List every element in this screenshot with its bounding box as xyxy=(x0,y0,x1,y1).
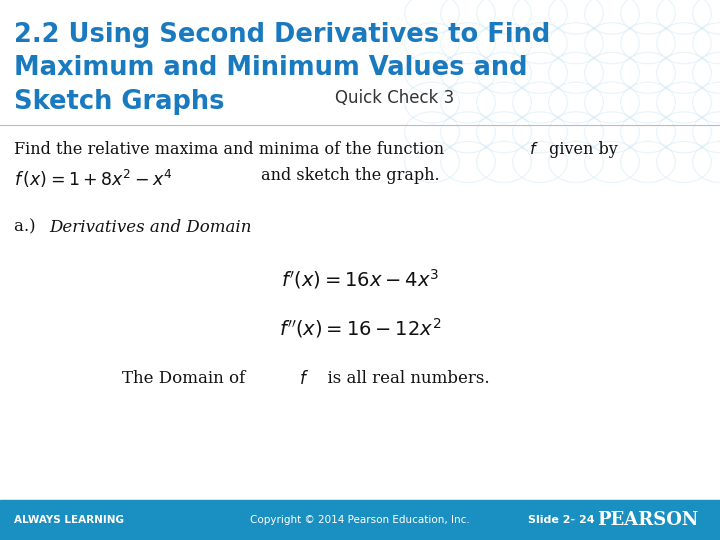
Text: a.): a.) xyxy=(14,219,41,235)
Text: is all real numbers.: is all real numbers. xyxy=(317,370,490,387)
Text: and sketch the graph.: and sketch the graph. xyxy=(256,167,439,184)
Text: $f^{\prime\prime}(x)=16-12x^{2}$: $f^{\prime\prime}(x)=16-12x^{2}$ xyxy=(279,316,441,340)
Text: Sketch Graphs: Sketch Graphs xyxy=(14,89,225,114)
Bar xyxy=(0,500,720,540)
Text: 2.2 Using Second Derivatives to Find: 2.2 Using Second Derivatives to Find xyxy=(14,22,551,48)
Text: Slide 2- 24: Slide 2- 24 xyxy=(528,515,595,525)
Text: Find the relative maxima and minima of the function: Find the relative maxima and minima of t… xyxy=(14,141,455,158)
Text: PEARSON: PEARSON xyxy=(597,511,698,529)
Text: given by: given by xyxy=(544,141,618,158)
Text: $f\,(x)=1+8x^{2}-x^{4}$: $f\,(x)=1+8x^{2}-x^{4}$ xyxy=(14,167,173,190)
Text: Quick Check 3: Quick Check 3 xyxy=(335,89,454,106)
Text: The Domain of: The Domain of xyxy=(122,370,256,387)
Text: $f$: $f$ xyxy=(299,370,309,388)
Text: Maximum and Minimum Values and: Maximum and Minimum Values and xyxy=(14,55,528,81)
Text: Copyright © 2014 Pearson Education, Inc.: Copyright © 2014 Pearson Education, Inc. xyxy=(250,515,470,525)
Text: $f$: $f$ xyxy=(529,141,539,158)
Text: ALWAYS LEARNING: ALWAYS LEARNING xyxy=(14,515,125,525)
Text: Derivatives and Domain: Derivatives and Domain xyxy=(49,219,251,235)
Text: $f^{\prime}(x)=16x-4x^{3}$: $f^{\prime}(x)=16x-4x^{3}$ xyxy=(281,267,439,291)
